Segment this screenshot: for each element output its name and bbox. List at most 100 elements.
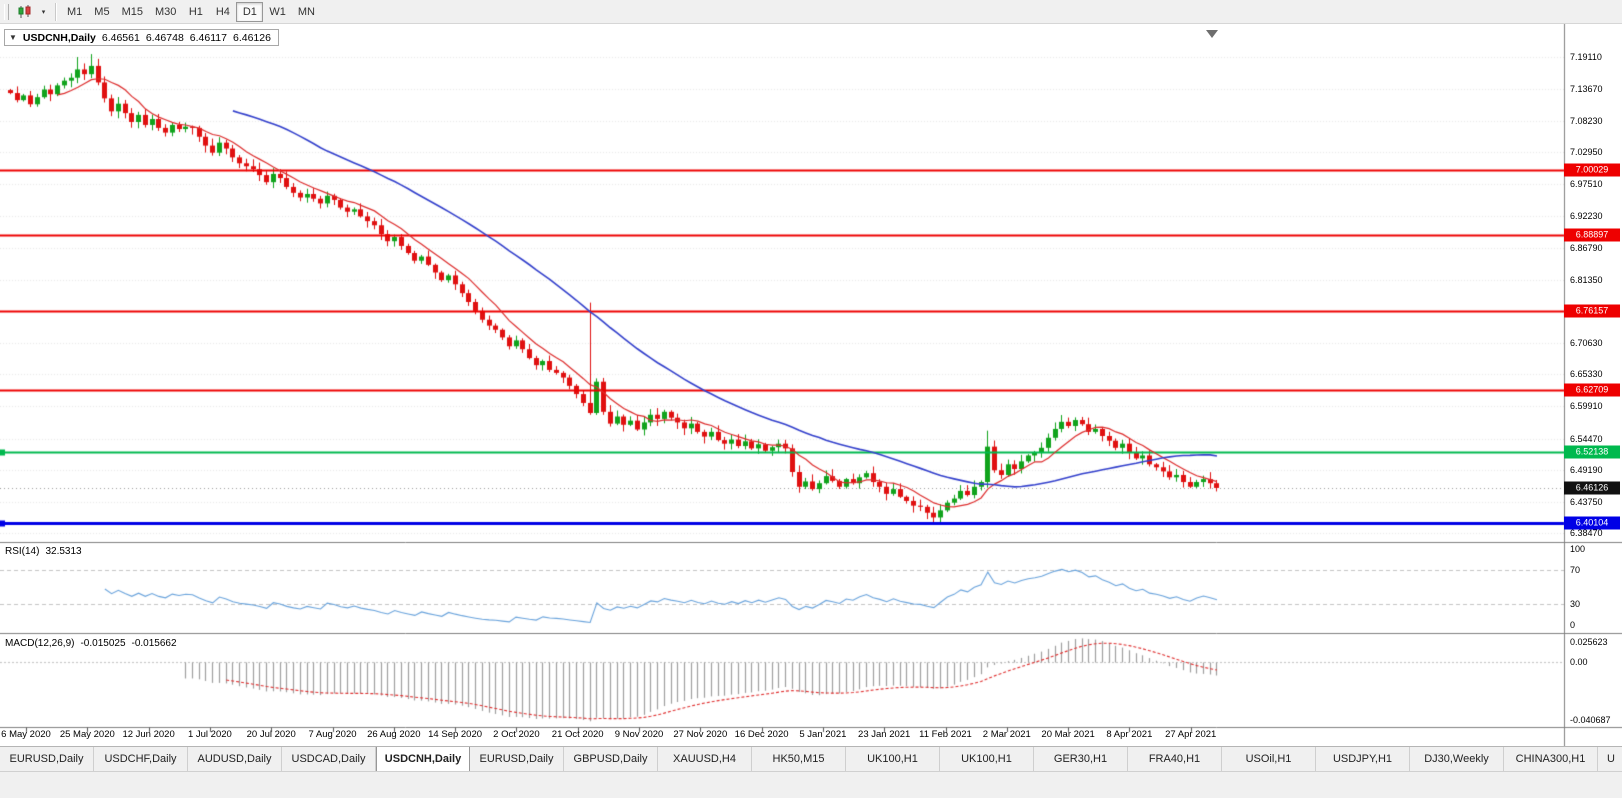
ohlc-close-value: 6.46126 (232, 31, 271, 44)
chart-tab-usoil-h1[interactable]: USOil,H1 (1222, 747, 1316, 771)
price-axis-label: 6.70630 (1570, 338, 1603, 349)
timeframe-button-m5[interactable]: M5 (88, 2, 115, 22)
date-axis-label: 27 Nov 2020 (673, 729, 728, 740)
timeframe-button-m30[interactable]: M30 (149, 2, 182, 22)
timeframe-toolbar: ▾ M1 M5 M15 M30 H1 H4 D1 W1 MN (0, 0, 1622, 24)
date-axis-label: 12 Jun 2020 (122, 729, 175, 740)
price-axis-label: 7.13670 (1570, 84, 1603, 95)
timeframe-button-h4[interactable]: H4 (209, 2, 236, 22)
chart-tab-usdcad-daily[interactable]: USDCAD,Daily (282, 747, 376, 771)
rsi-indicator-label: RSI(14) 32.5313 (5, 546, 82, 557)
date-axis-label: 20 Jul 2020 (246, 729, 296, 740)
hline-price-tag: 7.00029 (1564, 163, 1620, 177)
price-axis-label: 6.97510 (1570, 179, 1603, 190)
date-axis-label: 14 Sep 2020 (428, 729, 483, 740)
rsi-axis-label: 70 (1570, 564, 1581, 575)
ohlc-high-value: 6.46748 (145, 31, 184, 44)
chart-type-dropdown-icon[interactable]: ▾ (37, 2, 50, 22)
chart-window: ▼ USDCNH,Daily 6.46561 6.46748 6.46117 6… (0, 24, 1622, 746)
date-axis-label: 1 Jul 2020 (187, 729, 232, 740)
rsi-axis-label: 30 (1570, 599, 1581, 610)
price-axis-label: 6.54470 (1570, 433, 1603, 444)
date-axis-label: 6 May 2020 (1, 729, 51, 740)
macd-axis-label: -0.040687 (1570, 715, 1611, 725)
date-axis-label: 16 Dec 2020 (734, 729, 789, 740)
macd-main-value: -0.015025 (80, 638, 126, 649)
timeframe-button-m1[interactable]: M1 (61, 2, 88, 22)
chart-tab-uk100-h1[interactable]: UK100,H1 (846, 747, 940, 771)
date-axis-label: 20 Mar 2021 (1041, 729, 1095, 740)
date-axis-label: 9 Nov 2020 (614, 729, 664, 740)
date-axis-label: 27 Apr 2021 (1165, 729, 1217, 740)
hline-price-tag: 6.76157 (1564, 304, 1620, 318)
chart-tab-bar: EURUSD,Daily USDCHF,Daily AUDUSD,Daily USDC… (0, 746, 1622, 771)
price-axis-label: 6.65330 (1570, 369, 1603, 380)
current-price-tag: 6.46126 (1564, 481, 1620, 495)
date-axis-label: 2 Mar 2021 (982, 729, 1031, 740)
price-chart-canvas[interactable] (0, 24, 1622, 746)
chart-title-box: ▼ USDCNH,Daily 6.46561 6.46748 6.46117 6… (4, 29, 279, 46)
hline-price-tag: 6.40104 (1564, 516, 1620, 530)
chart-shift-marker[interactable] (1206, 30, 1218, 38)
timeframe-button-w1[interactable]: W1 (263, 2, 292, 22)
timeframe-button-m15[interactable]: M15 (116, 2, 149, 22)
price-axis-label: 6.92230 (1570, 210, 1603, 221)
chart-tab-fra40-h1[interactable]: FRA40,H1 (1128, 747, 1222, 771)
date-axis-label: 11 Feb 2021 (919, 729, 972, 740)
toolbar-separator (55, 2, 56, 21)
date-axis-label: 5 Jan 2021 (799, 729, 847, 740)
price-axis-label: 7.08230 (1570, 116, 1603, 127)
chart-tab-xauusd-h4[interactable]: XAUUSD,H4 (658, 747, 752, 771)
chart-tab-china300-h1[interactable]: CHINA300,H1 (1504, 747, 1598, 771)
rsi-axis-label: 0 (1570, 620, 1576, 630)
one-click-trading-arrow[interactable]: ▼ (9, 32, 17, 42)
rsi-name: RSI(14) (5, 546, 40, 557)
chart-tab-hk50-m15[interactable]: HK50,M15 (752, 747, 846, 771)
chart-tab-dj30-weekly[interactable]: DJ30,Weekly (1410, 747, 1504, 771)
ohlc-low-value: 6.46117 (189, 31, 227, 44)
timeframe-button-mn[interactable]: MN (292, 2, 321, 22)
toolbar-grip[interactable] (4, 3, 9, 20)
rsi-value: 32.5313 (45, 546, 82, 557)
date-axis-label: 23 Jan 2021 (858, 729, 911, 740)
status-bar (0, 771, 1622, 798)
candlestick-icon (18, 4, 31, 18)
chart-tab-eurusd-daily[interactable]: EURUSD,Daily (0, 747, 94, 771)
hline-price-tag: 6.62709 (1564, 383, 1620, 397)
price-axis-label: 6.86790 (1570, 242, 1603, 253)
timeframe-button-group: M1 M5 M15 M30 H1 H4 D1 W1 MN (61, 1, 321, 22)
timeframe-button-h1[interactable]: H1 (182, 2, 209, 22)
macd-axis-label: 0.025623 (1570, 637, 1608, 647)
price-axis-label: 7.19110 (1570, 51, 1602, 62)
chart-tab-ger30-h1[interactable]: GER30,H1 (1034, 747, 1128, 771)
macd-name: MACD(12,26,9) (5, 638, 75, 649)
price-axis-label: 7.02950 (1570, 147, 1603, 158)
chart-tab-uk100-h1[interactable]: UK100,H1 (940, 747, 1034, 771)
date-axis-label: 25 May 2020 (59, 729, 115, 740)
chart-tab-u[interactable]: U (1598, 747, 1622, 771)
price-axis-label: 6.59910 (1570, 401, 1603, 412)
date-axis-label: 2 Oct 2020 (493, 729, 540, 740)
chart-tab-usdchf-daily[interactable]: USDCHF,Daily (94, 747, 188, 771)
chart-type-button[interactable] (13, 2, 37, 22)
macd-signal-value: -0.015662 (131, 638, 177, 649)
timeframe-button-d1[interactable]: D1 (236, 1, 264, 22)
chart-tab-eurusd-daily[interactable]: EURUSD,Daily (470, 747, 564, 771)
chart-tab-audusd-daily[interactable]: AUDUSD,Daily (188, 747, 282, 771)
chart-symbol-label: USDCNH,Daily (22, 31, 96, 44)
chart-tab-usdcnh-daily[interactable]: USDCNH,Daily (376, 747, 470, 771)
date-axis-label: 7 Aug 2020 (308, 729, 357, 740)
macd-indicator-label: MACD(12,26,9) -0.015025 -0.015662 (5, 638, 177, 649)
macd-axis-label: 0.00 (1570, 657, 1588, 668)
date-axis-label: 26 Aug 2020 (367, 729, 421, 740)
hline-price-tag: 6.88897 (1564, 228, 1620, 242)
price-axis-label: 6.38470 (1570, 527, 1603, 538)
rsi-axis-label: 100 (1570, 544, 1586, 554)
price-axis-label: 6.43750 (1570, 496, 1603, 507)
chart-tab-usdjpy-h1[interactable]: USDJPY,H1 (1316, 747, 1410, 771)
hline-price-tag: 6.52138 (1564, 445, 1620, 459)
chart-tab-gbpusd-daily[interactable]: GBPUSD,Daily (564, 747, 658, 771)
price-axis-label: 6.49190 (1570, 464, 1603, 475)
ohlc-open-value: 6.46561 (101, 31, 140, 44)
